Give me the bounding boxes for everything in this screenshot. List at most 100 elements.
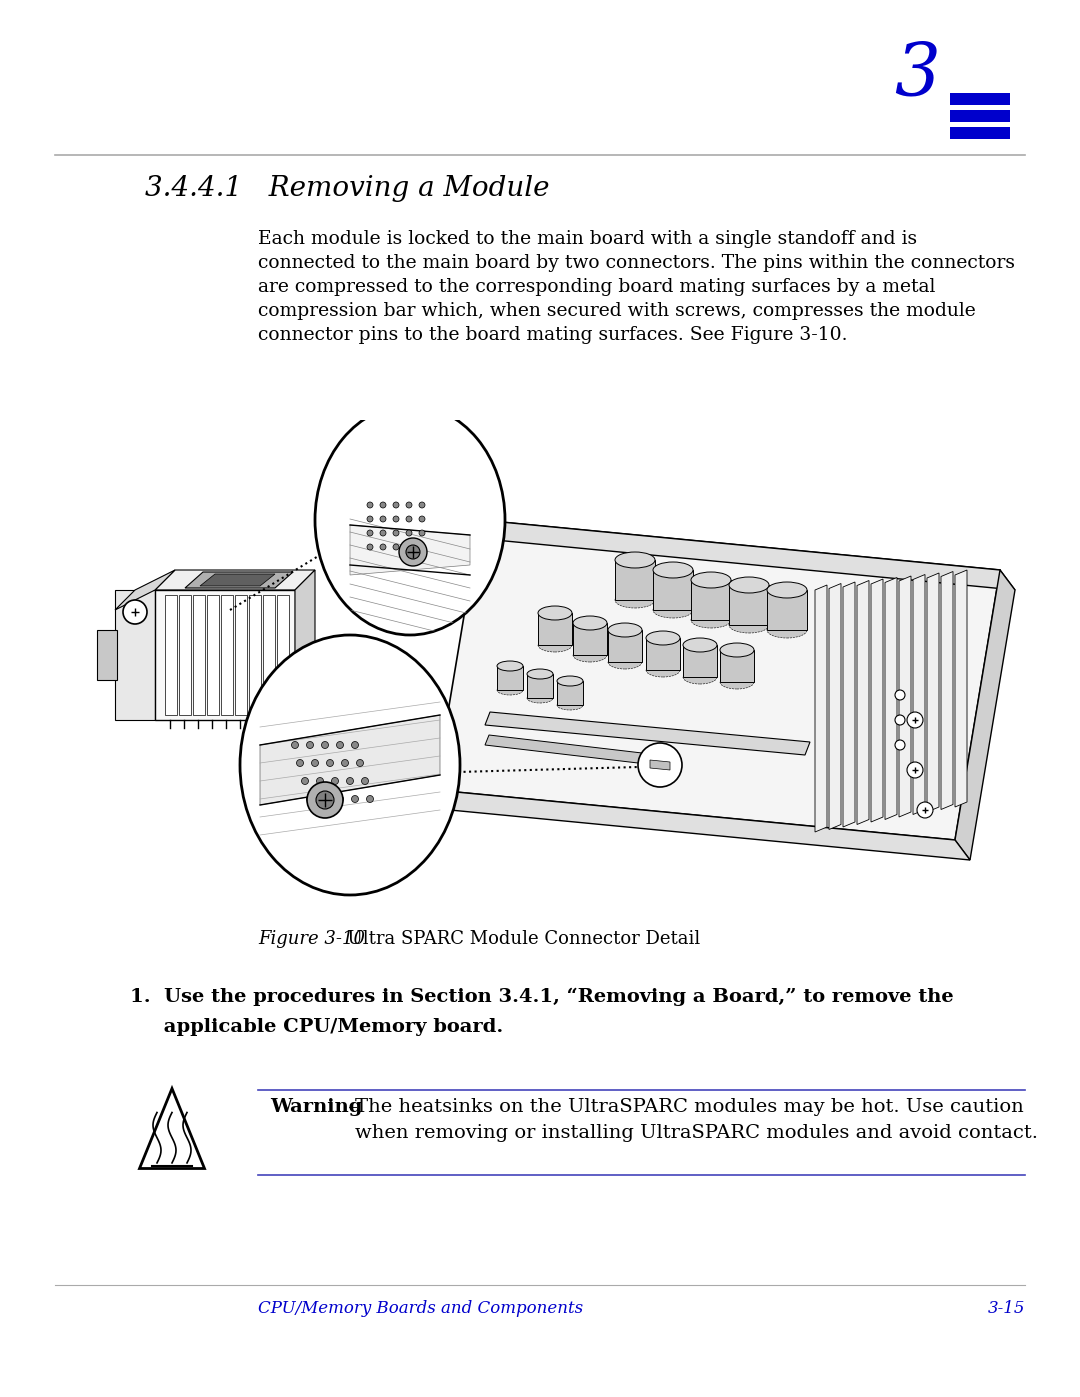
Polygon shape (114, 590, 156, 719)
Circle shape (367, 515, 373, 522)
Polygon shape (193, 595, 205, 715)
Polygon shape (691, 580, 731, 620)
Ellipse shape (557, 676, 583, 686)
Circle shape (638, 743, 681, 787)
Ellipse shape (615, 592, 654, 608)
Polygon shape (485, 712, 810, 754)
Circle shape (307, 742, 313, 749)
Text: Each module is locked to the main board with a single standoff and is: Each module is locked to the main board … (258, 231, 917, 249)
Circle shape (311, 760, 319, 767)
Ellipse shape (615, 552, 654, 569)
Circle shape (393, 515, 399, 522)
Circle shape (393, 529, 399, 536)
Circle shape (406, 545, 420, 559)
Polygon shape (729, 585, 769, 624)
Polygon shape (885, 577, 897, 820)
Ellipse shape (729, 617, 769, 633)
Ellipse shape (691, 571, 731, 588)
Circle shape (307, 782, 343, 819)
Circle shape (297, 760, 303, 767)
Circle shape (367, 529, 373, 536)
Polygon shape (207, 595, 219, 715)
Circle shape (356, 760, 364, 767)
Circle shape (351, 795, 359, 802)
Text: connected to the main board by two connectors. The pins within the connectors: connected to the main board by two conne… (258, 254, 1015, 272)
Circle shape (406, 502, 411, 509)
Circle shape (322, 742, 328, 749)
Ellipse shape (497, 661, 523, 671)
Polygon shape (264, 595, 275, 715)
Circle shape (366, 795, 374, 802)
Ellipse shape (315, 405, 505, 636)
Polygon shape (615, 560, 654, 599)
Ellipse shape (573, 648, 607, 662)
Text: Ultra SPARC Module Connector Detail: Ultra SPARC Module Connector Detail (336, 930, 700, 949)
Polygon shape (955, 570, 967, 807)
Polygon shape (295, 570, 315, 719)
Polygon shape (179, 595, 191, 715)
Polygon shape (829, 584, 841, 830)
Polygon shape (557, 680, 583, 705)
Polygon shape (927, 573, 939, 812)
Circle shape (380, 543, 386, 550)
Polygon shape (97, 630, 117, 680)
Circle shape (380, 502, 386, 509)
Polygon shape (435, 789, 970, 861)
Polygon shape (815, 585, 827, 833)
Polygon shape (260, 715, 440, 805)
Ellipse shape (683, 671, 717, 685)
Polygon shape (653, 570, 693, 610)
Circle shape (367, 502, 373, 509)
Circle shape (337, 742, 343, 749)
Polygon shape (683, 645, 717, 678)
Circle shape (419, 529, 426, 536)
Circle shape (406, 515, 411, 522)
FancyBboxPatch shape (950, 110, 1010, 122)
FancyBboxPatch shape (950, 94, 1010, 105)
Circle shape (917, 802, 933, 819)
Ellipse shape (538, 606, 572, 620)
Ellipse shape (646, 631, 680, 645)
Polygon shape (767, 590, 807, 630)
Circle shape (307, 795, 313, 802)
Circle shape (322, 795, 328, 802)
Text: –: – (342, 1098, 364, 1116)
Ellipse shape (557, 700, 583, 710)
Circle shape (419, 543, 426, 550)
Polygon shape (646, 638, 680, 671)
Ellipse shape (527, 669, 553, 679)
Ellipse shape (608, 623, 642, 637)
Text: are compressed to the corresponding board mating surfaces by a metal: are compressed to the corresponding boar… (258, 278, 935, 296)
Circle shape (337, 795, 343, 802)
Text: 1.  Use the procedures in Section 3.4.1, “Removing a Board,” to remove the: 1. Use the procedures in Section 3.4.1, … (130, 988, 954, 1006)
Polygon shape (497, 666, 523, 690)
Polygon shape (485, 735, 659, 766)
Circle shape (895, 740, 905, 750)
Text: Figure 3-10: Figure 3-10 (258, 930, 365, 949)
Ellipse shape (497, 685, 523, 694)
Circle shape (347, 778, 353, 785)
Ellipse shape (653, 602, 693, 617)
Text: 3.4.4.1   Removing a Module: 3.4.4.1 Removing a Module (145, 175, 550, 203)
Polygon shape (185, 571, 293, 588)
Text: CPU/Memory Boards and Components: CPU/Memory Boards and Components (258, 1301, 583, 1317)
Polygon shape (573, 623, 607, 655)
Circle shape (393, 543, 399, 550)
Polygon shape (941, 571, 953, 809)
Circle shape (406, 529, 411, 536)
Circle shape (301, 778, 309, 785)
Polygon shape (350, 525, 470, 576)
Circle shape (362, 778, 368, 785)
Circle shape (292, 742, 298, 749)
Ellipse shape (240, 636, 460, 895)
Circle shape (419, 502, 426, 509)
Circle shape (326, 760, 334, 767)
Polygon shape (955, 570, 1015, 861)
Ellipse shape (608, 655, 642, 669)
Text: connector pins to the board mating surfaces. See Figure 3-10.: connector pins to the board mating surfa… (258, 326, 848, 344)
Ellipse shape (767, 622, 807, 638)
Ellipse shape (767, 583, 807, 598)
Polygon shape (538, 613, 572, 645)
Text: The heatsinks on the UltraSPARC modules may be hot. Use caution
when removing or: The heatsinks on the UltraSPARC modules … (355, 1098, 1038, 1143)
Circle shape (895, 690, 905, 700)
